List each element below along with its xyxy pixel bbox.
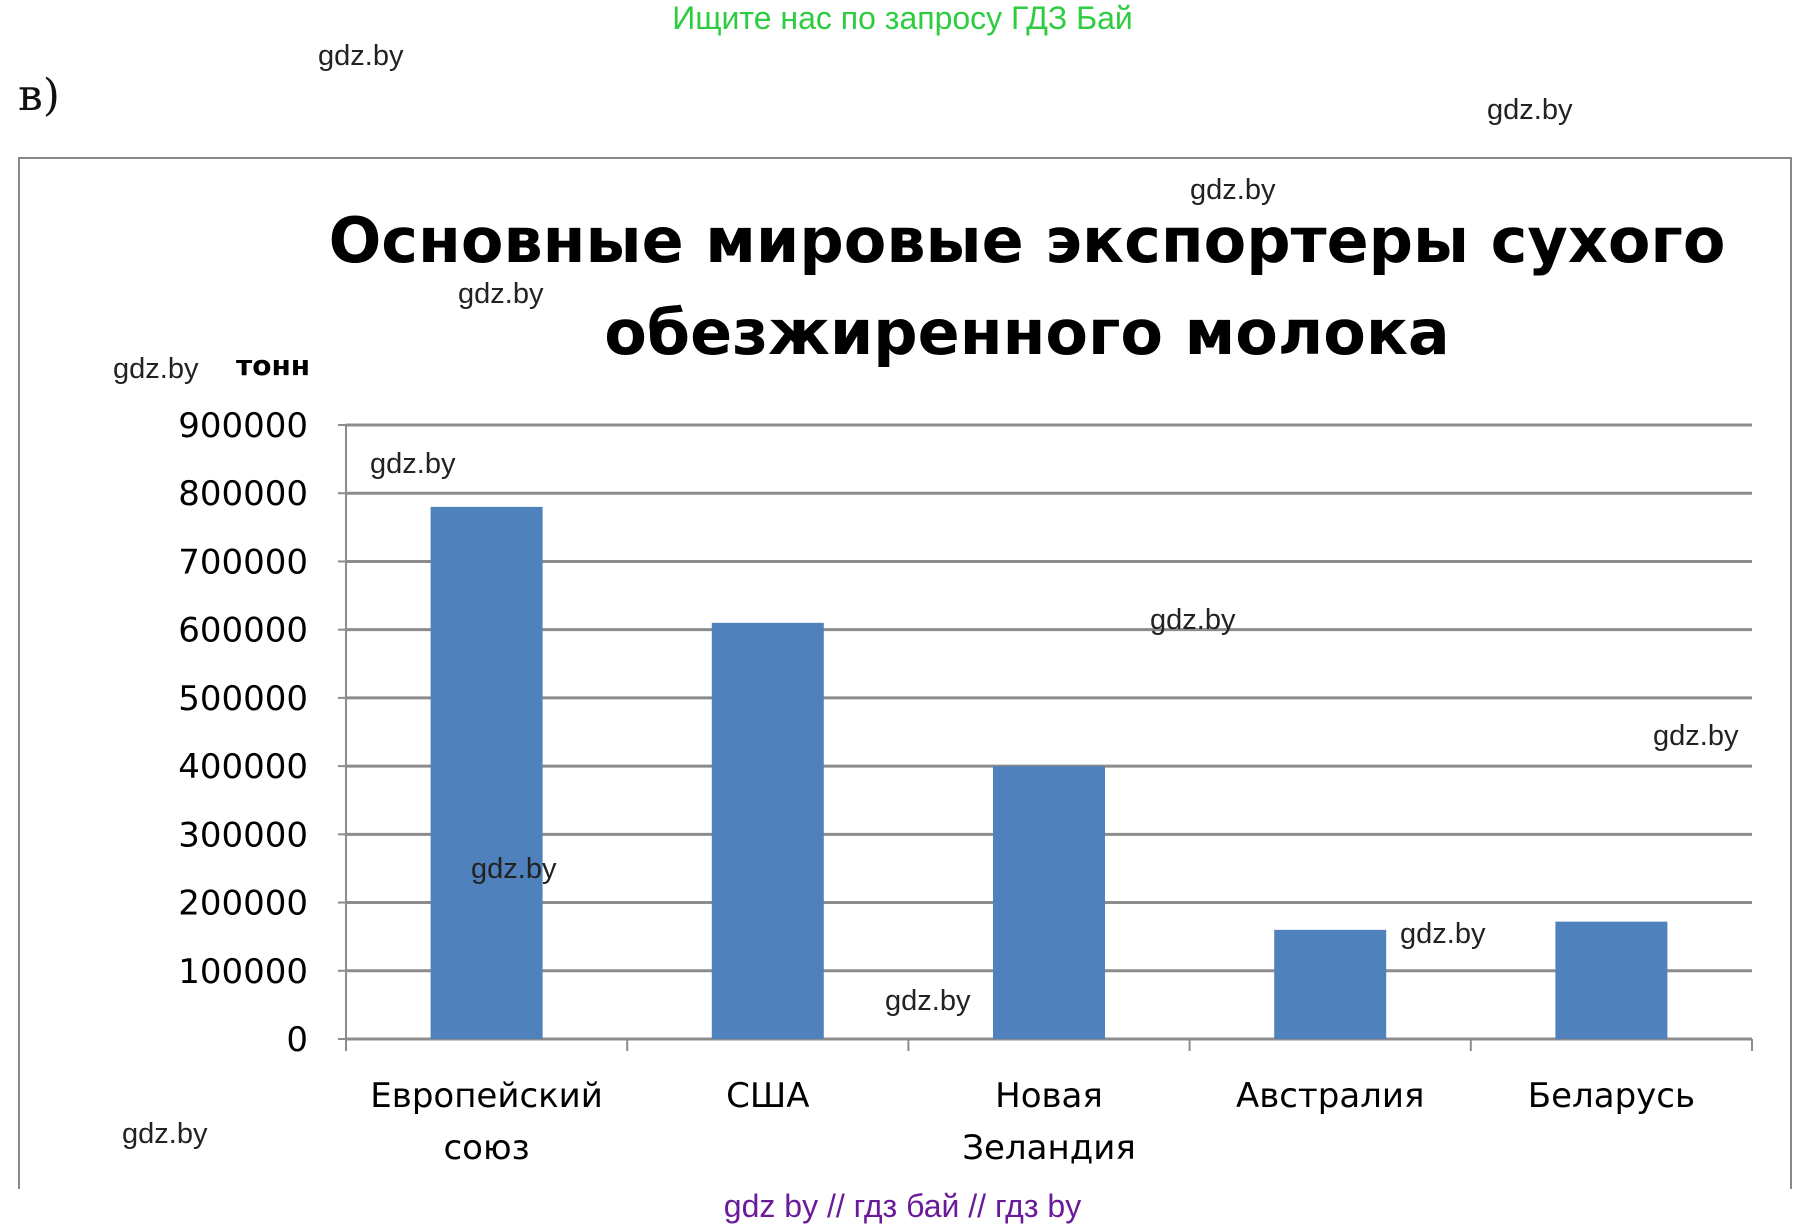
bar [711,622,824,1039]
x-category-label: Новая [995,1076,1103,1116]
bar [430,506,543,1039]
y-tick-label: 900000 [178,406,308,446]
x-category-label: Европейский [370,1076,603,1116]
x-category-label: Беларусь [1528,1076,1695,1116]
y-tick-label: 400000 [178,747,308,787]
watermark: gdz.by [1653,720,1739,752]
watermark: gdz.by [471,853,557,885]
watermark: gdz.by [318,40,404,72]
watermark: gdz.by [1150,604,1236,636]
y-tick-label: 100000 [178,952,308,992]
footer-text: gdz by // гдз бай // гдз by [723,1188,1082,1224]
y-tick-label: 0 [286,1020,308,1060]
y-tick-label: 300000 [178,815,308,855]
watermark: gdz.by [1190,174,1276,206]
x-category-label: Зеландия [962,1128,1136,1168]
y-tick-label: 500000 [178,679,308,719]
x-category-label: США [726,1076,809,1116]
y-tick-label: 700000 [178,542,308,582]
watermark: gdz.by [458,278,544,310]
x-category-label: Австралия [1236,1076,1425,1116]
watermark: gdz.by [1400,918,1486,950]
chart-title-line: Основные мировые экспортеры сухого [329,204,1726,277]
promo-banner: Ищите нас по запросу ГДЗ Бай [672,0,1133,36]
y-tick-label: 800000 [178,474,308,514]
watermark: gdz.by [113,353,199,385]
x-category-label: союз [443,1128,529,1168]
bar [993,766,1105,1039]
y-tick-label: 200000 [178,884,308,924]
chart-frame [18,157,1792,1189]
chart-title-line: обезжиренного молока [604,296,1450,369]
watermark: gdz.by [370,448,456,480]
part-label: в) [18,70,60,121]
y-axis-label: тонн [236,349,310,382]
watermark: gdz.by [122,1118,208,1150]
watermark: gdz.by [1487,94,1573,126]
y-tick-label: 600000 [178,611,308,651]
bar [1274,929,1387,1039]
watermark: gdz.by [885,985,971,1017]
bar [1555,921,1668,1039]
